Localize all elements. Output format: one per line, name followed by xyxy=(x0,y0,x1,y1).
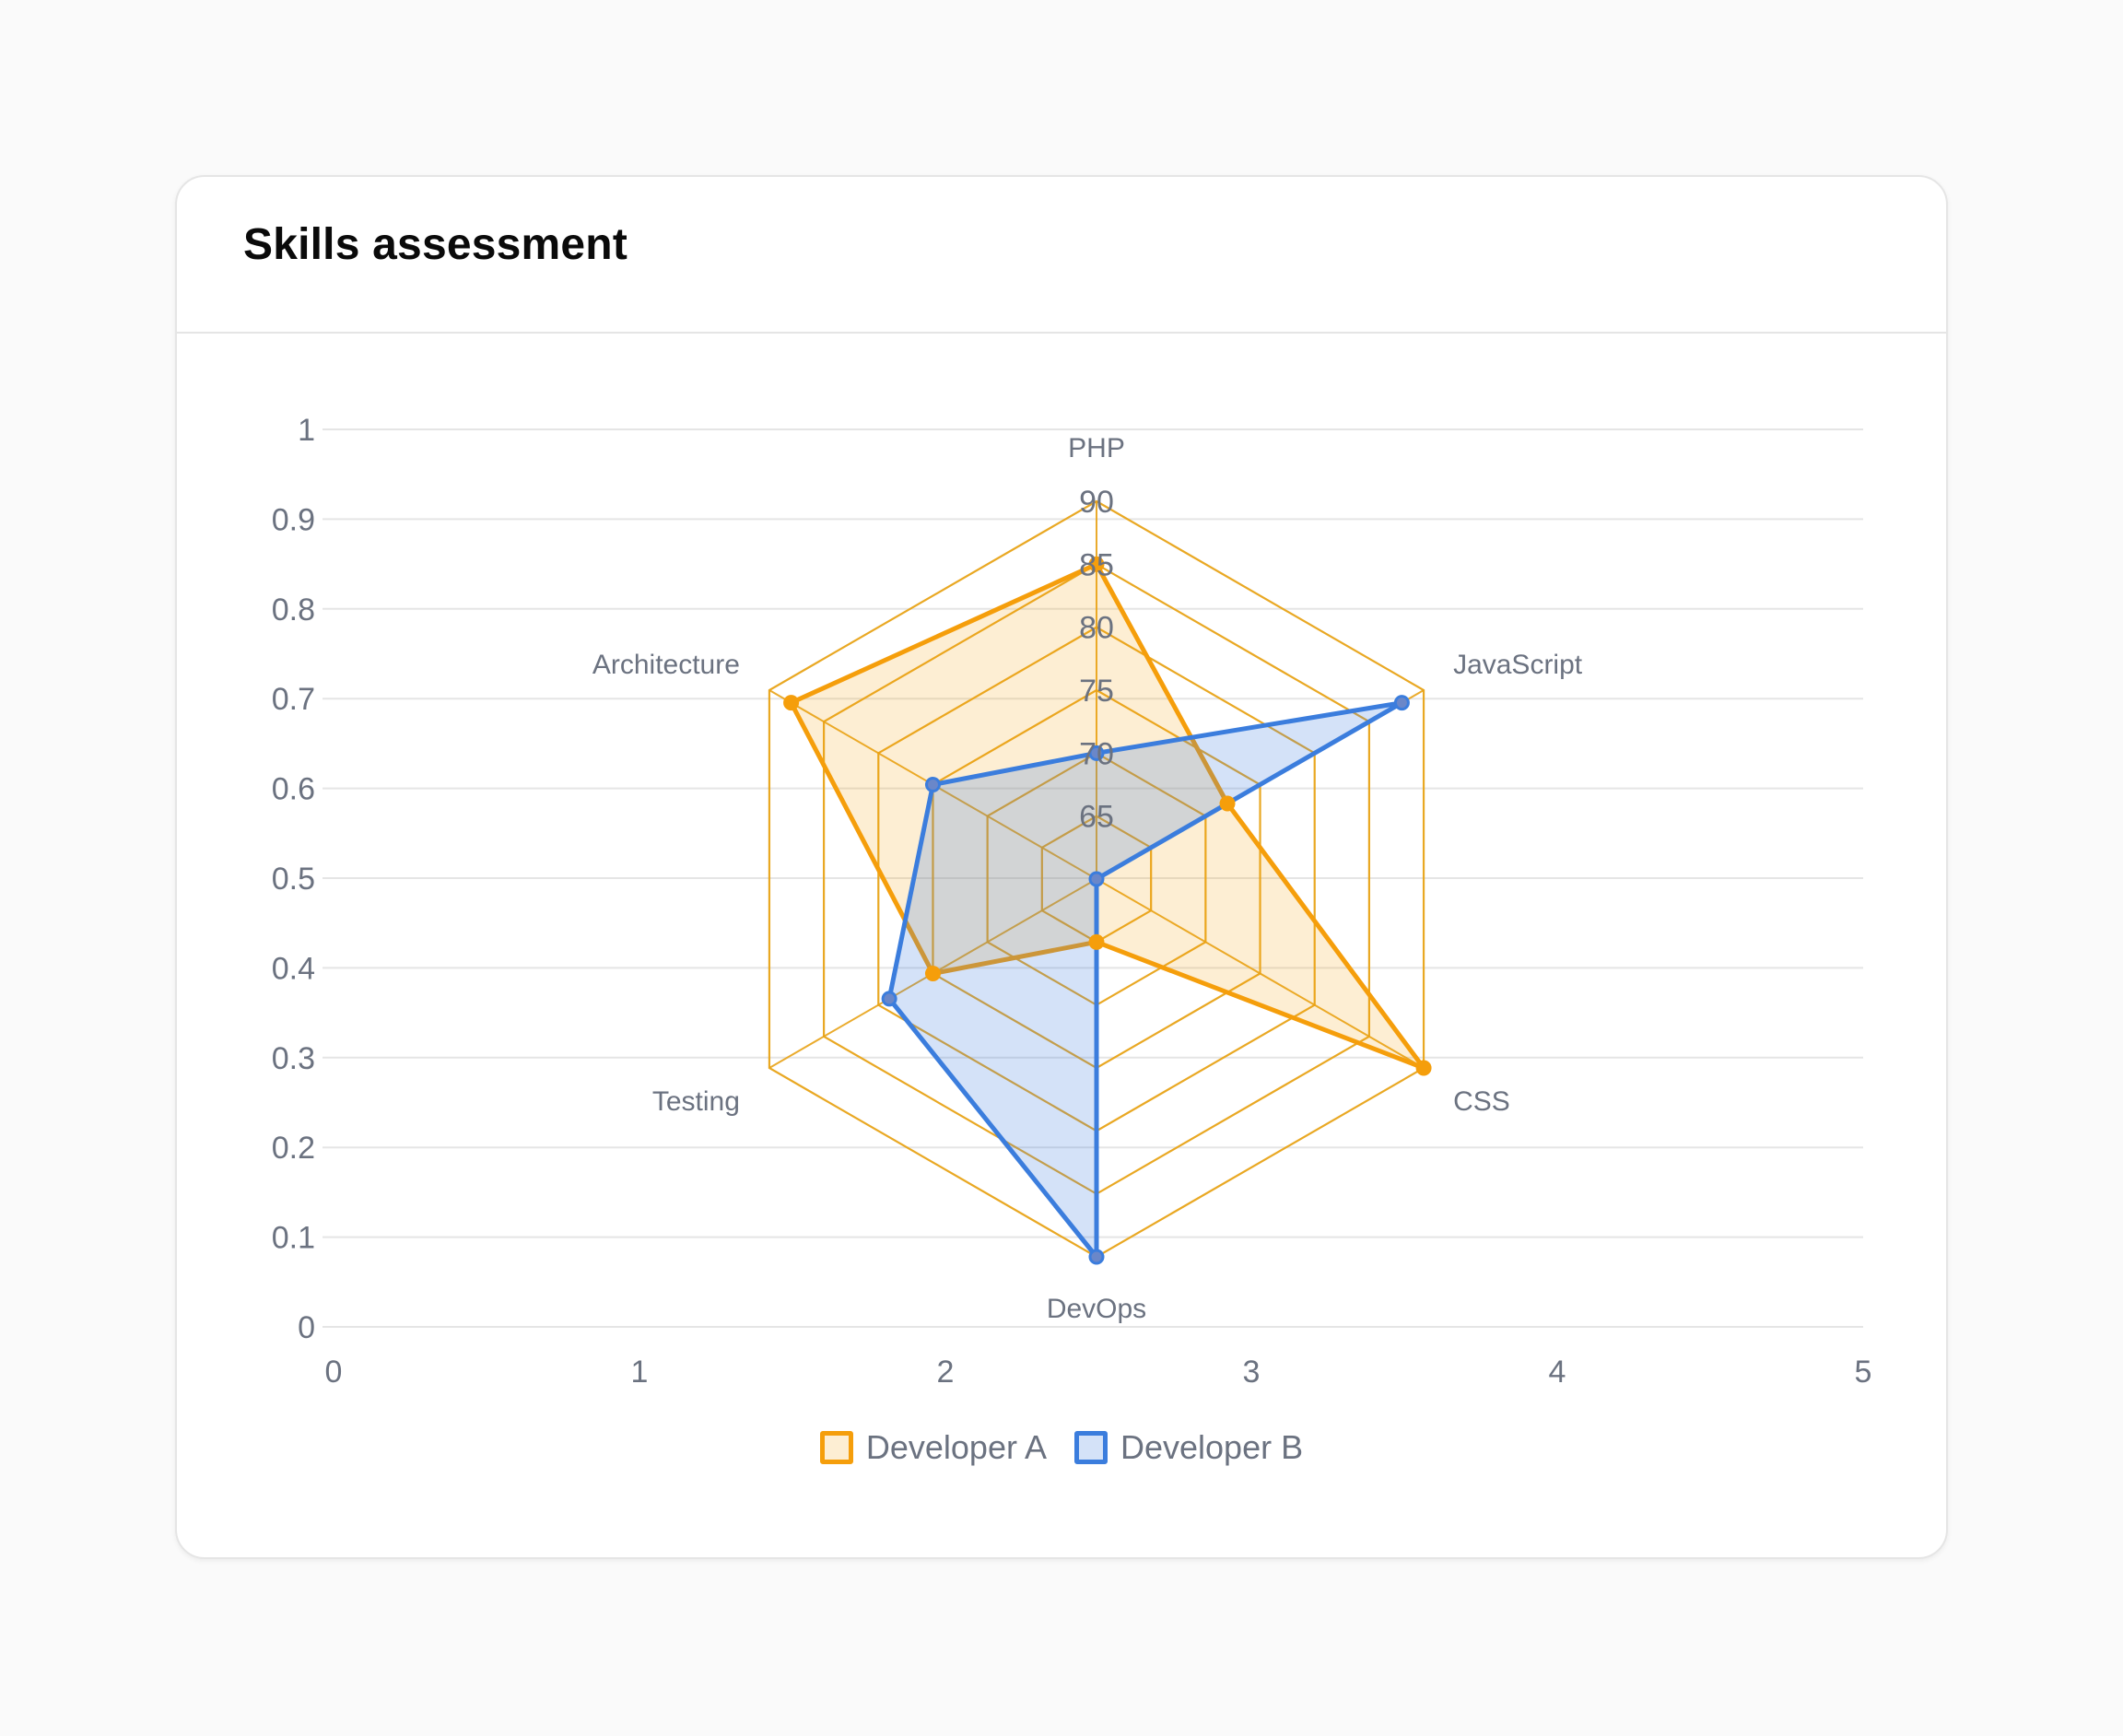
data-point-developer-b-architecture xyxy=(924,777,941,792)
y-tick-label: 0.7 xyxy=(272,682,315,717)
legend-item-developer-b[interactable]: Developer B xyxy=(1074,1428,1303,1467)
y-tick-label: 1 xyxy=(298,413,315,448)
data-point-developer-a-php xyxy=(1088,556,1105,572)
x-tick-label: 1 xyxy=(631,1355,649,1390)
radial-tick-label: 75 xyxy=(1079,674,1114,709)
x-tick-label: 3 xyxy=(1243,1355,1261,1390)
data-point-developer-a-javascript xyxy=(1219,795,1236,812)
radar-spoke xyxy=(1096,878,1425,1069)
axis-label-javascript: JavaScript xyxy=(1453,650,1583,680)
data-point-developer-b-css xyxy=(1088,871,1105,887)
radial-tick-label: 85 xyxy=(1079,547,1114,582)
data-point-developer-a-devops xyxy=(1088,933,1105,950)
y-tick-label: 0.5 xyxy=(272,862,315,897)
y-tick-label: 0.3 xyxy=(272,1041,315,1076)
card-title: Skills assessment xyxy=(243,220,628,269)
legend-swatch-developer-a xyxy=(819,1431,853,1464)
axis-label-css: CSS xyxy=(1453,1086,1510,1117)
legend-swatch-developer-b xyxy=(1074,1431,1108,1464)
skills-card: Skills assessment 0 0.1 0.2 0.3 0.4 0.5 0.6 0.7… xyxy=(175,175,1948,1559)
x-tick-label: 4 xyxy=(1549,1355,1566,1390)
data-point-developer-a-css xyxy=(1415,1060,1432,1076)
radar-chart: 0 0.1 0.2 0.3 0.4 0.5 0.6 0.7 0.8 0.9 1 0 1 2 3 4 5 65 70 7… xyxy=(272,413,1872,1390)
data-point-developer-a-architecture xyxy=(783,695,800,711)
radial-tick-label: 90 xyxy=(1079,485,1114,520)
y-tick-label: 0.6 xyxy=(272,772,315,807)
y-tick-label: 0.1 xyxy=(272,1221,315,1256)
x-tick-label: 5 xyxy=(1855,1355,1872,1390)
y-tick-label: 0.9 xyxy=(272,502,315,537)
data-point-developer-b-php xyxy=(1088,745,1105,761)
axis-label-testing: Testing xyxy=(652,1086,740,1117)
data-point-developer-b-testing xyxy=(881,991,897,1007)
y-tick-label: 0.4 xyxy=(272,951,315,986)
axis-label-architecture: Architecture xyxy=(592,650,740,680)
data-point-developer-a-testing xyxy=(924,966,941,981)
data-point-developer-b-javascript xyxy=(1393,695,1410,711)
legend-item-developer-a[interactable]: Developer A xyxy=(819,1428,1047,1467)
radial-tick-label: 80 xyxy=(1079,611,1114,646)
radial-tick-label: 65 xyxy=(1079,800,1114,835)
axis-label-php: PHP xyxy=(1068,433,1125,463)
legend-label-developer-b: Developer B xyxy=(1120,1428,1304,1466)
y-tick-label: 0.2 xyxy=(272,1131,315,1166)
card-header: Skills assessment xyxy=(177,177,1946,334)
y-tick-label: 0.8 xyxy=(272,592,315,628)
x-tick-label: 0 xyxy=(325,1355,343,1390)
data-point-developer-b-devops xyxy=(1088,1249,1105,1265)
y-tick-label: 0 xyxy=(298,1310,315,1345)
chart-legend: Developer A Developer B xyxy=(177,1428,1946,1467)
legend-label-developer-a: Developer A xyxy=(865,1428,1047,1466)
radial-tick-label: 70 xyxy=(1079,736,1114,771)
axis-label-devops: DevOps xyxy=(1047,1294,1146,1324)
x-tick-label: 2 xyxy=(937,1355,955,1390)
